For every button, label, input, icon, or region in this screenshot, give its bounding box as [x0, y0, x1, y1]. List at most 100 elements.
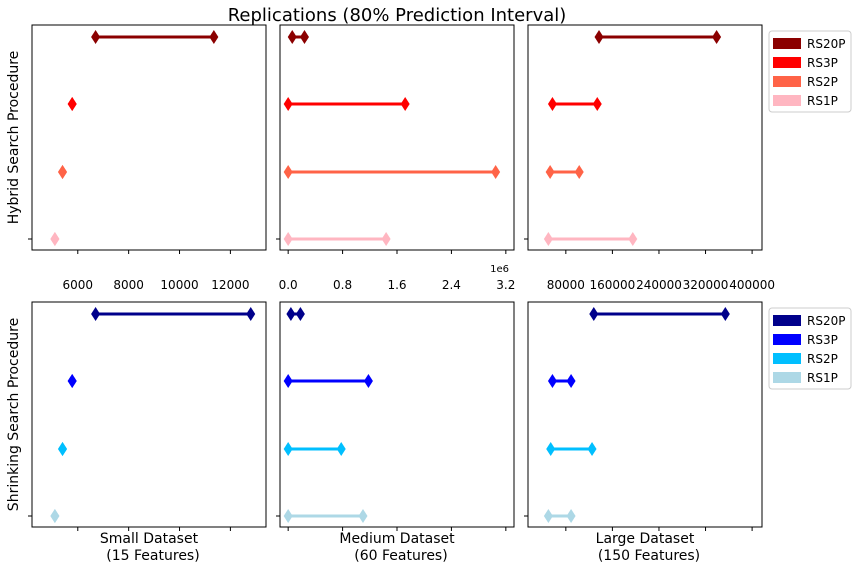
interval-end-marker	[283, 509, 293, 523]
column-label-1-line-0: Medium Dataset	[339, 531, 455, 547]
legend-label: RS3P	[807, 56, 838, 70]
legend-swatch	[773, 372, 801, 383]
legend-row-1: RS20P RS3P RS2P RS1P	[768, 307, 852, 390]
interval-rs20p	[287, 30, 309, 44]
legend-label: RS3P	[807, 333, 838, 347]
panel-frame	[527, 24, 763, 251]
legend-swatch	[773, 57, 801, 68]
interval-end-marker	[491, 165, 501, 179]
legend-swatch	[773, 95, 801, 106]
interval-end-marker	[381, 232, 391, 246]
interval-rs1p	[543, 509, 576, 523]
interval-rs1p	[283, 232, 391, 246]
x-tick-label: 240000	[636, 278, 682, 292]
interval-end-marker	[547, 374, 557, 388]
panel-frame	[527, 301, 763, 528]
interval-end-marker	[628, 232, 638, 246]
interval-rs3p	[283, 97, 410, 111]
x-tick-label: 2.4	[442, 278, 461, 292]
legend-row-0: RS20P RS3P RS2P RS1P	[768, 30, 852, 113]
panel-r1c0	[28, 301, 267, 531]
figure-title: Replications (80% Prediction Interval)	[228, 5, 567, 26]
panel-frame	[31, 24, 267, 251]
interval-end-marker	[592, 97, 602, 111]
interval-rs2p	[283, 442, 346, 456]
legend-item-rs3p: RS3P	[773, 56, 838, 70]
interval-end-marker	[286, 307, 296, 321]
legend-item-rs1p: RS1P	[773, 94, 838, 108]
x-tick-label: 10000	[160, 278, 198, 292]
interval-end-marker	[246, 307, 256, 321]
interval-end-marker	[67, 374, 77, 388]
panel-frame	[279, 301, 515, 528]
interval-end-marker	[283, 442, 293, 456]
legend-label: RS2P	[807, 352, 838, 366]
legend-label: RS1P	[807, 371, 838, 385]
column-label-0-line-0: Small Dataset	[100, 531, 199, 547]
interval-rs20p	[91, 307, 256, 321]
x-tick-label: 3.2	[496, 278, 515, 292]
legend-item-rs3p: RS3P	[773, 333, 838, 347]
interval-rs20p	[91, 30, 219, 44]
interval-end-marker	[58, 165, 68, 179]
interval-end-marker	[400, 97, 410, 111]
interval-rs3p	[547, 374, 576, 388]
legend-label: RS2P	[807, 75, 838, 89]
interval-end-marker	[50, 509, 60, 523]
interval-end-marker	[720, 307, 730, 321]
interval-rs1p	[543, 232, 638, 246]
legend-item-rs2p: RS2P	[773, 75, 838, 89]
interval-end-marker	[58, 442, 68, 456]
interval-rs2p	[546, 442, 597, 456]
panel-frame	[279, 24, 515, 251]
legend-item-rs2p: RS2P	[773, 352, 838, 366]
legend-swatch	[773, 334, 801, 345]
x-offset-label: 1e6	[490, 264, 509, 275]
interval-end-marker	[295, 307, 305, 321]
interval-end-marker	[543, 232, 553, 246]
interval-end-marker	[67, 97, 77, 111]
interval-end-marker	[283, 97, 293, 111]
panel-r0c2: 80000 160000 240000 320000 400000	[524, 24, 775, 292]
column-label-0-line-1: (15 Features)	[106, 548, 199, 564]
interval-end-marker	[546, 442, 556, 456]
interval-rs3p	[283, 374, 373, 388]
panel-r0c1: 0.0 0.8 1.6 2.4 3.2 1e6	[276, 24, 515, 292]
interval-end-marker	[283, 374, 293, 388]
legend-label: RS20P	[807, 314, 845, 328]
legend-item-rs20p: RS20P	[773, 314, 845, 328]
interval-end-marker	[283, 165, 293, 179]
interval-rs20p	[589, 307, 730, 321]
panel-r0c0: 6000 8000 10000 12000	[28, 24, 267, 292]
interval-rs3p	[547, 97, 602, 111]
interval-end-marker	[91, 307, 101, 321]
x-tick-label: 8000	[113, 278, 144, 292]
legend-frame	[768, 307, 852, 390]
legend-swatch	[773, 76, 801, 87]
interval-end-marker	[283, 232, 293, 246]
column-label-2-line-1: (150 Features)	[598, 548, 700, 564]
x-tick-label: 160000	[589, 278, 635, 292]
x-tick-label: 80000	[547, 278, 585, 292]
interval-end-marker	[566, 374, 576, 388]
legend-item-rs1p: RS1P	[773, 371, 838, 385]
axis-labels: Hybrid Search Procedure Shrinking Search …	[6, 51, 700, 564]
interval-rs2p	[58, 165, 68, 179]
panel-r1c2	[524, 301, 763, 531]
legend-swatch	[773, 38, 801, 49]
interval-end-marker	[712, 30, 722, 44]
interval-end-marker	[50, 232, 60, 246]
panel-frame	[31, 301, 267, 528]
interval-rs20p	[594, 30, 722, 44]
interval-end-marker	[589, 307, 599, 321]
interval-end-marker	[547, 97, 557, 111]
interval-end-marker	[299, 30, 309, 44]
x-tick-label: 0.8	[333, 278, 352, 292]
legend-item-rs20p: RS20P	[773, 37, 845, 51]
x-tick-label: 400000	[729, 278, 775, 292]
interval-end-marker	[287, 30, 297, 44]
interval-end-marker	[91, 30, 101, 44]
interval-end-marker	[587, 442, 597, 456]
interval-rs1p	[50, 232, 60, 246]
